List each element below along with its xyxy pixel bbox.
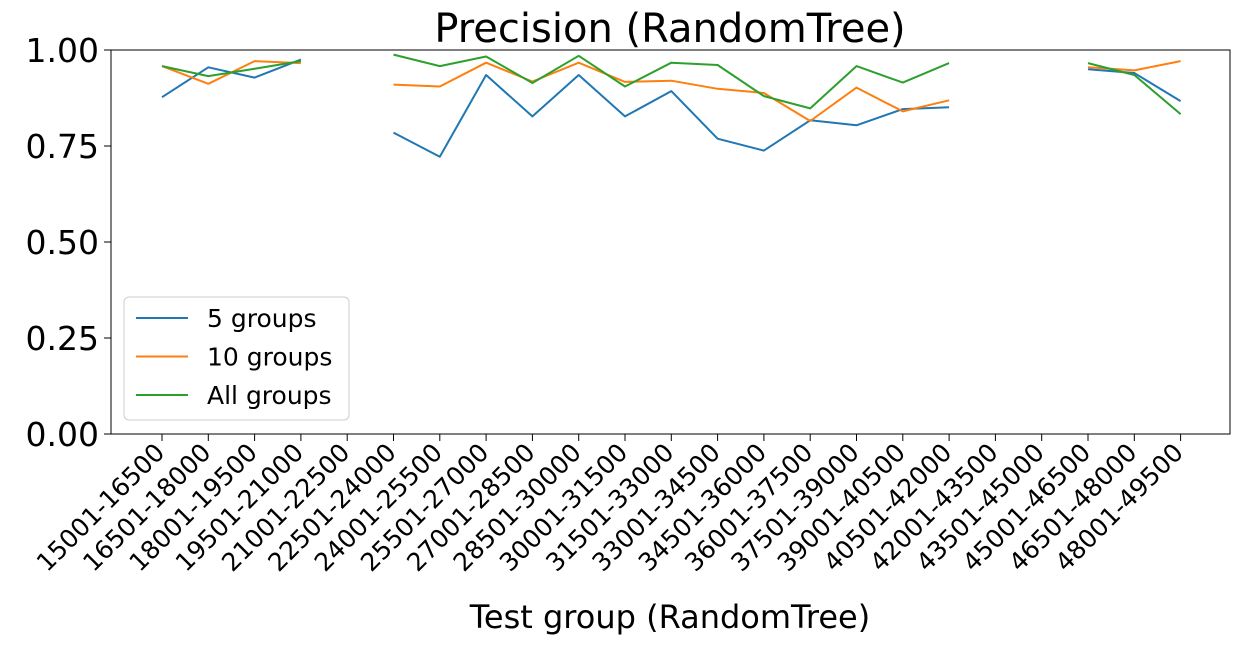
x-axis-label: Test group (RandomTree) xyxy=(469,598,870,636)
legend-label-2: 10 groups xyxy=(207,343,332,372)
plot-area: 0.000.250.500.751.0015001-1650016501-180… xyxy=(26,31,1231,577)
y-tick-label: 1.00 xyxy=(26,31,99,70)
y-tick-label: 0.75 xyxy=(26,127,99,166)
chart-title: Precision (RandomTree) xyxy=(434,6,905,52)
series-line-3-segment-2 xyxy=(393,53,950,110)
series-line-2-segment-3 xyxy=(1087,60,1181,72)
series-line-3-segment-1 xyxy=(161,60,302,78)
series-line-1-segment-2 xyxy=(393,74,950,158)
legend-box xyxy=(123,296,350,421)
series-line-2-segment-2 xyxy=(393,61,950,122)
series-line-1-segment-3 xyxy=(1087,68,1182,102)
series-line-3-segment-3 xyxy=(1087,62,1182,115)
y-tick-label: 0.50 xyxy=(26,223,99,262)
y-tick-label: 0.25 xyxy=(26,319,99,358)
legend-label-1: 5 groups xyxy=(207,304,317,333)
y-tick-label: 0.00 xyxy=(26,415,99,454)
legend-label-3: All groups xyxy=(207,381,332,410)
